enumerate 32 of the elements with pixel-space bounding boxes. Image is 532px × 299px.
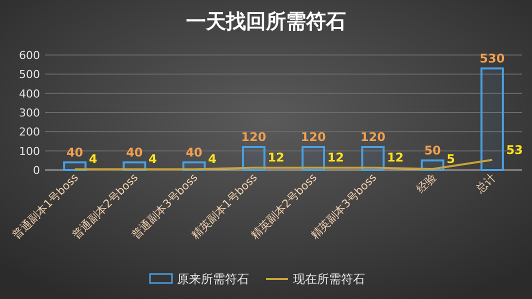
data-label: 40 <box>66 145 84 160</box>
data-label: 40 <box>126 145 143 160</box>
data-label: 12 <box>386 150 404 165</box>
y-tick-label: 400 <box>19 87 40 100</box>
bar <box>242 146 266 171</box>
data-label: 4 <box>148 152 157 166</box>
bar <box>302 146 326 171</box>
data-label: 12 <box>327 150 344 165</box>
chart-title: 一天找回所需符石 <box>186 9 346 33</box>
data-label: 4 <box>208 152 216 166</box>
data-label: 120 <box>241 130 266 144</box>
x-tick-label: 经验 <box>414 170 439 196</box>
data-label: 120 <box>300 130 326 144</box>
x-tick-label: 总计 <box>472 170 498 196</box>
data-label: 40 <box>186 145 202 160</box>
y-tick-label: 600 <box>19 49 40 62</box>
legend-label: 原来所需符石 <box>177 272 249 286</box>
data-label: 53 <box>506 142 523 157</box>
data-label: 50 <box>424 143 441 158</box>
data-label: 5 <box>446 152 455 166</box>
y-tick-label: 100 <box>19 144 40 158</box>
y-tick-label: 300 <box>19 106 40 120</box>
data-label: 530 <box>480 51 505 66</box>
y-tick-label: 0 <box>33 164 40 177</box>
legend-label: 现在所需符石 <box>293 272 365 286</box>
y-tick-label: 200 <box>19 126 40 139</box>
y-tick-label: 500 <box>19 68 40 82</box>
data-label: 12 <box>268 150 284 165</box>
data-label: 4 <box>88 152 98 166</box>
bar <box>361 146 385 171</box>
bar <box>480 67 504 171</box>
data-label: 120 <box>360 130 386 144</box>
